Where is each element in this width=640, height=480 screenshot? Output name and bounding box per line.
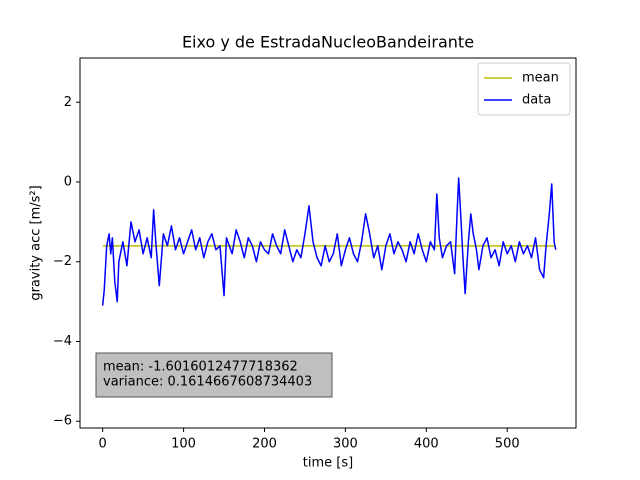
y-axis-label: gravity acc [m/s²] — [29, 185, 44, 300]
plot-frame — [79, 57, 577, 429]
annotation-text: variance: 0.1614667608734403 — [103, 375, 312, 390]
x-axis-label: time [s] — [303, 456, 353, 471]
legend-label: mean — [522, 71, 559, 86]
legend-box — [477, 62, 571, 116]
legend-label: data — [522, 93, 551, 108]
y-tick-label: −6 — [53, 414, 72, 429]
series-line — [101, 177, 557, 306]
chart-title: Eixo y de EstradaNucleoBandeirante — [182, 33, 474, 52]
x-tick-label: 400 — [414, 437, 439, 452]
annotation-text: mean: -1.6016012477718362 — [103, 360, 298, 375]
x-tick-label: 100 — [171, 437, 196, 452]
y-tick-label: −4 — [53, 334, 72, 349]
x-tick-label: 500 — [495, 437, 520, 452]
x-tick-label: 200 — [252, 437, 277, 452]
y-tick-label: 2 — [64, 95, 72, 110]
annotation-box — [95, 352, 333, 398]
y-tick-label: 0 — [64, 174, 72, 189]
x-tick-label: 0 — [99, 437, 107, 452]
x-tick-label: 300 — [333, 437, 358, 452]
y-tick-label: −2 — [53, 254, 72, 269]
